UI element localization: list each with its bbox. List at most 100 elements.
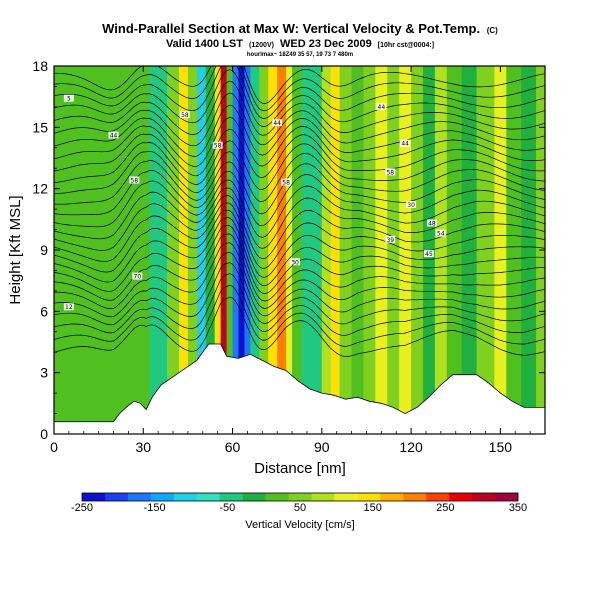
velocity-band bbox=[137, 66, 150, 434]
colorbar-swatch bbox=[495, 493, 519, 501]
y-tick-label: 9 bbox=[40, 242, 48, 258]
theta-contour-line bbox=[54, 69, 545, 127]
y-tick-label: 18 bbox=[32, 58, 48, 74]
y-tick-label: 3 bbox=[40, 365, 48, 381]
velocity-band bbox=[434, 66, 448, 434]
theta-contour-line bbox=[54, 66, 545, 112]
theta-contour-line bbox=[54, 140, 545, 190]
velocity-band bbox=[351, 66, 365, 434]
colorbar-swatch bbox=[127, 493, 152, 501]
colorbar-frame bbox=[81, 492, 519, 502]
theta-contour-line bbox=[54, 296, 545, 358]
velocity-band bbox=[506, 66, 522, 434]
colorbar-swatch bbox=[357, 493, 381, 501]
colorbar-swatch bbox=[173, 493, 198, 501]
contour-label: 39 bbox=[386, 237, 394, 244]
colorbar-swatch bbox=[403, 493, 427, 501]
terrain bbox=[54, 343, 545, 434]
theta-contour-line bbox=[54, 242, 545, 310]
contour-label-bg bbox=[272, 119, 283, 127]
velocity-band bbox=[68, 66, 85, 434]
colorbar-swatch bbox=[288, 493, 312, 501]
colorbar-tick-label: 150 bbox=[363, 502, 381, 514]
contour-label-bg bbox=[435, 229, 446, 237]
velocity-band bbox=[205, 66, 216, 434]
x-tick-label: 150 bbox=[489, 439, 513, 455]
velocity-band bbox=[83, 66, 100, 434]
theta-contour-line bbox=[54, 160, 545, 215]
contour-label: 5 bbox=[67, 96, 71, 103]
velocity-band bbox=[330, 66, 341, 434]
chart-subtitle-info: hourlmax~ 18Z49 35 57, 19 73 7 480m bbox=[247, 52, 353, 58]
theta-contour-line bbox=[54, 195, 545, 260]
velocity-band bbox=[220, 66, 228, 434]
y-tick-label: 12 bbox=[32, 181, 48, 197]
velocity-band bbox=[321, 66, 332, 434]
x-tick-label: 60 bbox=[225, 439, 241, 455]
contour-label: 45 bbox=[425, 251, 433, 258]
velocity-band bbox=[149, 66, 159, 434]
velocity-band bbox=[167, 66, 180, 434]
y-axis: 0 3 6 9 12 15 18 bbox=[32, 58, 545, 442]
velocity-band bbox=[521, 66, 537, 434]
theta-contour-line bbox=[54, 80, 545, 136]
colorbar: -250 -150 -50 50 150 250 350 bbox=[71, 492, 527, 514]
colorbar-tick-label: -150 bbox=[144, 502, 166, 514]
contour-label: 70 bbox=[134, 274, 142, 281]
velocity-band bbox=[476, 66, 496, 434]
contour-label: 54 bbox=[437, 231, 445, 238]
velocity-band bbox=[196, 66, 207, 434]
contour-label-bg bbox=[281, 178, 292, 186]
contour-label: 30 bbox=[291, 259, 299, 266]
theta-contour-line bbox=[54, 66, 545, 119]
velocity-band bbox=[158, 66, 168, 434]
velocity-band bbox=[387, 66, 400, 434]
colorbar-swatch bbox=[449, 493, 473, 501]
x-axis: 0 30 60 90 120 150 bbox=[50, 66, 531, 455]
contour-label-bg bbox=[179, 111, 190, 119]
velocity-band bbox=[411, 66, 424, 434]
colorbar-tick-label: 50 bbox=[294, 502, 306, 514]
colorbar-tick-label: 350 bbox=[509, 502, 527, 514]
colorbar-tick-label: -50 bbox=[219, 502, 235, 514]
colorbar-swatch bbox=[426, 493, 450, 501]
contour-label-bg bbox=[385, 168, 396, 176]
theta-contour-line bbox=[54, 150, 545, 203]
colorbar-swatch bbox=[472, 493, 496, 501]
contour-label-bg bbox=[290, 258, 301, 266]
velocity-band bbox=[292, 66, 302, 434]
velocity-band bbox=[128, 66, 138, 434]
colorbar-swatch bbox=[380, 493, 404, 501]
x-axis-label: Distance [nm] bbox=[254, 460, 346, 477]
velocity-band bbox=[461, 66, 478, 434]
theta-contour-line bbox=[54, 284, 545, 347]
theta-contour-line bbox=[54, 202, 545, 269]
y-tick-label: 15 bbox=[32, 119, 48, 135]
contour-label-bg bbox=[63, 94, 74, 102]
contour-label: 44 bbox=[110, 133, 118, 140]
theta-contour-line bbox=[54, 187, 545, 249]
velocity-band bbox=[238, 66, 246, 434]
contour-label-bg bbox=[400, 139, 411, 147]
theta-contour-line bbox=[54, 262, 545, 326]
velocity-band bbox=[250, 66, 260, 434]
theta-contour-line bbox=[54, 116, 545, 167]
colorbar-swatch bbox=[82, 493, 106, 501]
colorbar-tick-label: 250 bbox=[436, 502, 454, 514]
colorbar-swatch bbox=[265, 493, 289, 501]
velocity-band bbox=[494, 66, 507, 434]
terrain-profile bbox=[54, 343, 545, 434]
velocity-band bbox=[300, 66, 311, 434]
chart-subtitle: Valid 1400 LST (1200V) WED 23 Dec 2009 [… bbox=[166, 38, 434, 50]
velocity-band bbox=[363, 66, 376, 434]
contour-label-bg bbox=[423, 250, 434, 258]
contour-label: 44 bbox=[378, 104, 386, 111]
contour-label: 58 bbox=[131, 177, 139, 184]
contour-label-bg bbox=[376, 102, 387, 110]
velocity-band bbox=[187, 66, 198, 434]
x-tick-label: 30 bbox=[135, 439, 151, 455]
contour-label: 48 bbox=[428, 220, 436, 227]
y-tick-label: 6 bbox=[40, 303, 48, 319]
